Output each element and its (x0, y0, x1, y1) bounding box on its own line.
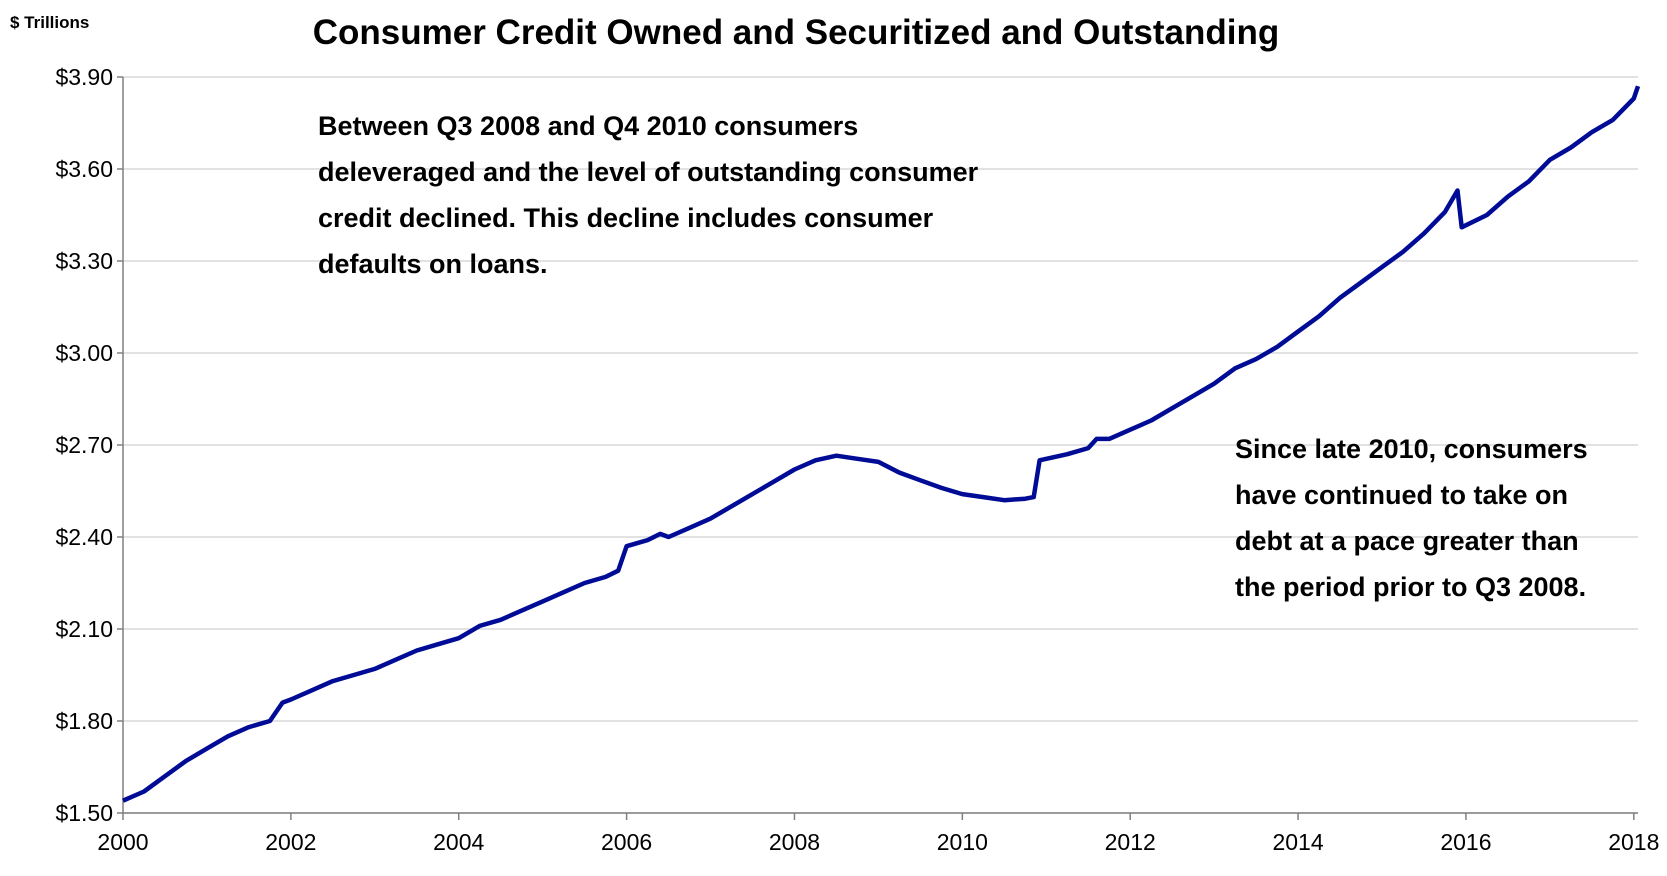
y-tick-label: $1.50 (55, 800, 113, 826)
chart-title: Consumer Credit Owned and Securitized an… (313, 13, 1279, 52)
x-tick-label: 2016 (1440, 829, 1491, 855)
y-tick-label: $1.80 (55, 708, 113, 734)
y-tick-label: $3.90 (55, 64, 113, 90)
annotation: the period prior to Q3 2008. (1235, 572, 1586, 602)
x-tick-label: 2006 (601, 829, 652, 855)
x-tick-label: 2004 (433, 829, 484, 855)
y-tick-label: $3.60 (55, 156, 113, 182)
annotation: have continued to take on (1235, 480, 1568, 510)
x-tick-label: 2012 (1105, 829, 1156, 855)
annotation: defaults on loans. (318, 249, 548, 279)
x-tick-label: 2014 (1272, 829, 1323, 855)
y-tick-label: $3.30 (55, 248, 113, 274)
annotation: Since late 2010, consumers (1235, 434, 1588, 464)
y-tick-label: $2.10 (55, 616, 113, 642)
annotation: deleveraged and the level of outstanding… (318, 157, 979, 187)
y-axis-label: $ Trillions (10, 13, 89, 32)
y-tick-label: $3.00 (55, 340, 113, 366)
annotation: debt at a pace greater than (1235, 526, 1579, 556)
x-tick-label: 2008 (769, 829, 820, 855)
annotation: Between Q3 2008 and Q4 2010 consumers (318, 111, 858, 141)
x-tick-label: 2000 (97, 829, 148, 855)
y-tick-label: $2.70 (55, 432, 113, 458)
x-tick-label: 2010 (937, 829, 988, 855)
data-line (122, 85, 1641, 803)
x-tick-label: 2018 (1608, 829, 1659, 855)
y-tick-label: $2.40 (55, 524, 113, 550)
x-tick-label: 2002 (265, 829, 316, 855)
annotation: credit declined. This decline includes c… (318, 203, 934, 233)
